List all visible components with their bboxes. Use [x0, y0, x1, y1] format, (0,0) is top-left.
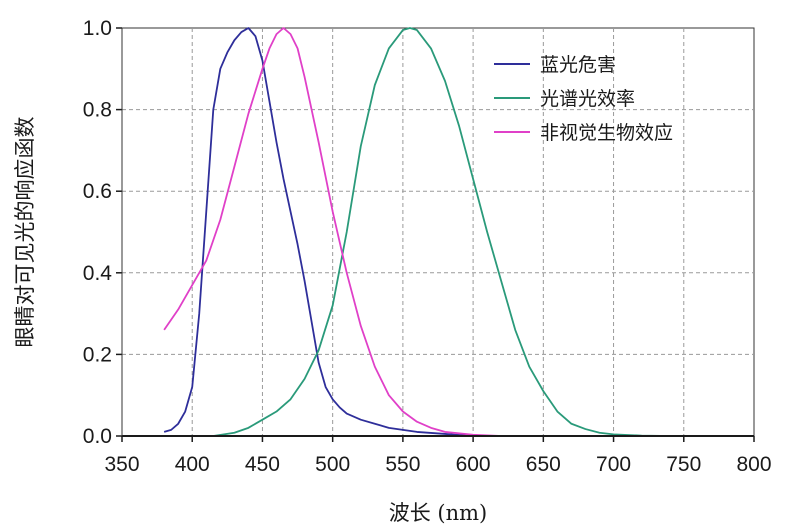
x-tick-label: 450	[245, 453, 280, 476]
series-line-non-visual-effect	[163, 27, 614, 437]
series-line-spectral-efficiency	[213, 27, 726, 437]
y-axis-title: 眼睛对可见光的响应函数	[13, 117, 37, 348]
x-axis-ticks: 350 400 450 500 550 600 650 700 750 800	[104, 436, 772, 476]
series-lines	[163, 27, 726, 437]
y-axis-ticks: 0.0 0.2 0.4 0.6 0.8 1.0	[83, 17, 122, 448]
legend-label: 非视觉生物效应	[540, 122, 673, 144]
x-tick-label: 550	[385, 453, 420, 476]
y-tick-label: 0.6	[83, 180, 112, 203]
plot-area	[121, 27, 755, 437]
x-tick-label: 600	[456, 453, 491, 476]
x-tick-label: 400	[175, 453, 210, 476]
y-tick-label: 0.8	[83, 99, 112, 122]
x-axis-title: 波长 (nm)	[389, 501, 488, 525]
x-tick-label: 500	[315, 453, 350, 476]
legend-label: 光谱光效率	[540, 88, 635, 110]
y-tick-label: 0.0	[83, 425, 112, 448]
x-tick-label: 650	[526, 453, 561, 476]
grid-lines	[122, 28, 754, 436]
y-tick-label: 1.0	[83, 17, 112, 40]
x-tick-label: 750	[666, 453, 701, 476]
legend-label: 蓝光危害	[540, 54, 616, 76]
x-tick-label: 700	[596, 453, 631, 476]
series-line-blue-light-hazard	[163, 27, 614, 437]
y-tick-label: 0.4	[83, 262, 113, 285]
x-tick-label: 800	[736, 453, 771, 476]
x-tick-label: 350	[104, 453, 139, 476]
y-tick-label: 0.2	[83, 343, 112, 366]
